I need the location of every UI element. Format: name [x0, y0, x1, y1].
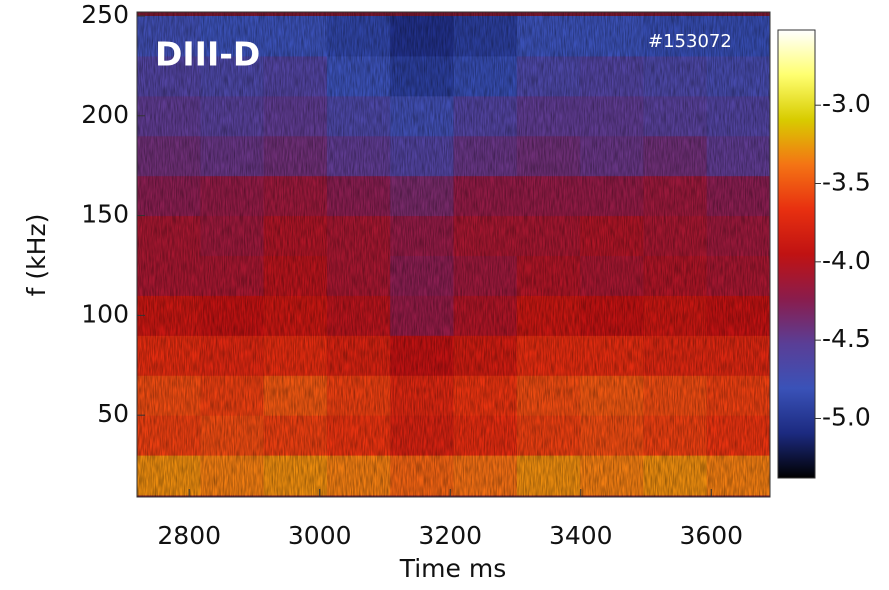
colorbar-tick-label: -5.0 — [822, 402, 871, 431]
annotation: #153072 — [648, 31, 732, 52]
colorbar-tick-label: -4.0 — [822, 246, 871, 275]
y-tick-label: 250 — [81, 0, 129, 29]
y-tick-label: 200 — [81, 100, 129, 129]
annotation: DIII-D — [155, 35, 260, 74]
x-tick-label: 3600 — [679, 521, 743, 550]
x-tick-label: 3400 — [549, 521, 613, 550]
y-tick-label: 150 — [81, 200, 129, 229]
colorbar-tick-label: -4.5 — [822, 324, 871, 353]
x-tick-label: 2800 — [157, 521, 221, 550]
colorbar-tick-label: -3.5 — [822, 168, 871, 197]
y-axis-label: f (kHz) — [22, 214, 51, 297]
y-tick-label: 50 — [97, 399, 129, 428]
plot-frame — [136, 11, 771, 498]
x-tick-label: 3000 — [288, 521, 352, 550]
y-tick-label: 100 — [81, 299, 129, 328]
colorbar — [777, 29, 816, 479]
texture — [137, 12, 770, 497]
x-axis-label: Time ms — [399, 554, 507, 583]
x-tick-label: 3200 — [418, 521, 482, 550]
colorbar-tick-label: -3.0 — [822, 89, 871, 118]
